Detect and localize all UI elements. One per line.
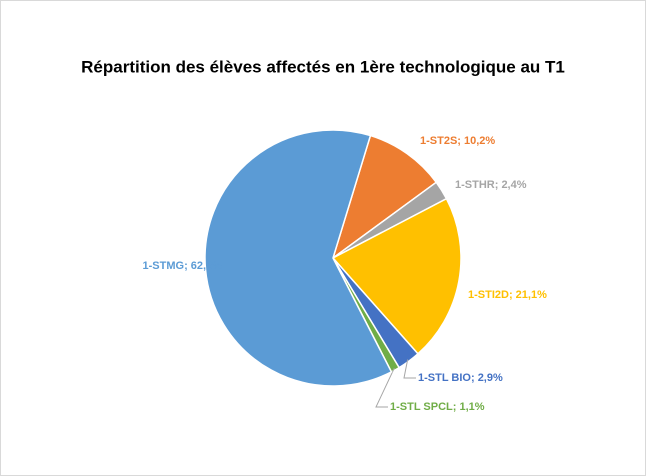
data-label: 1-STHR; 2,4% <box>455 179 527 191</box>
leader-line <box>403 359 416 379</box>
data-label: 1-STL BIO; 2,9% <box>418 372 503 384</box>
data-label: 1-STMG; 62,2% <box>143 260 223 272</box>
chart-title: Répartition des élèves affectés en 1ère … <box>81 57 565 76</box>
data-label: 1-STI2D; 21,1% <box>468 289 547 301</box>
leader-line <box>375 367 395 408</box>
pie-slice <box>331 197 462 355</box>
data-label: 1-ST2S; 10,2% <box>420 135 495 147</box>
data-label: 1-STL SPCL; 1,1% <box>390 401 485 413</box>
pie-slice <box>204 129 393 387</box>
pie-slice <box>331 134 438 260</box>
